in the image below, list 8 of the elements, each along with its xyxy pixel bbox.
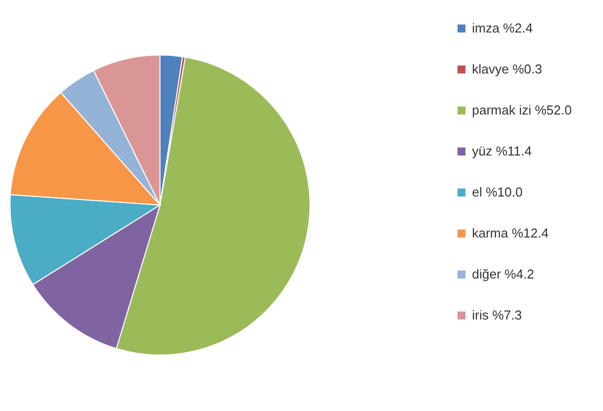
legend-label: diğer %4.2 [472,266,534,282]
legend-label: el %10.0 [472,184,523,200]
legend-label: yüz %11.4 [472,144,532,158]
legend-label: karma %12.4 [472,226,549,240]
legend-label: parmak izi %52.0 [472,102,572,118]
legend-label: iris %7.3 [472,308,522,322]
legend-label: klavye %0.3 [472,62,542,76]
legend-label: imza %2.4 [472,20,533,36]
